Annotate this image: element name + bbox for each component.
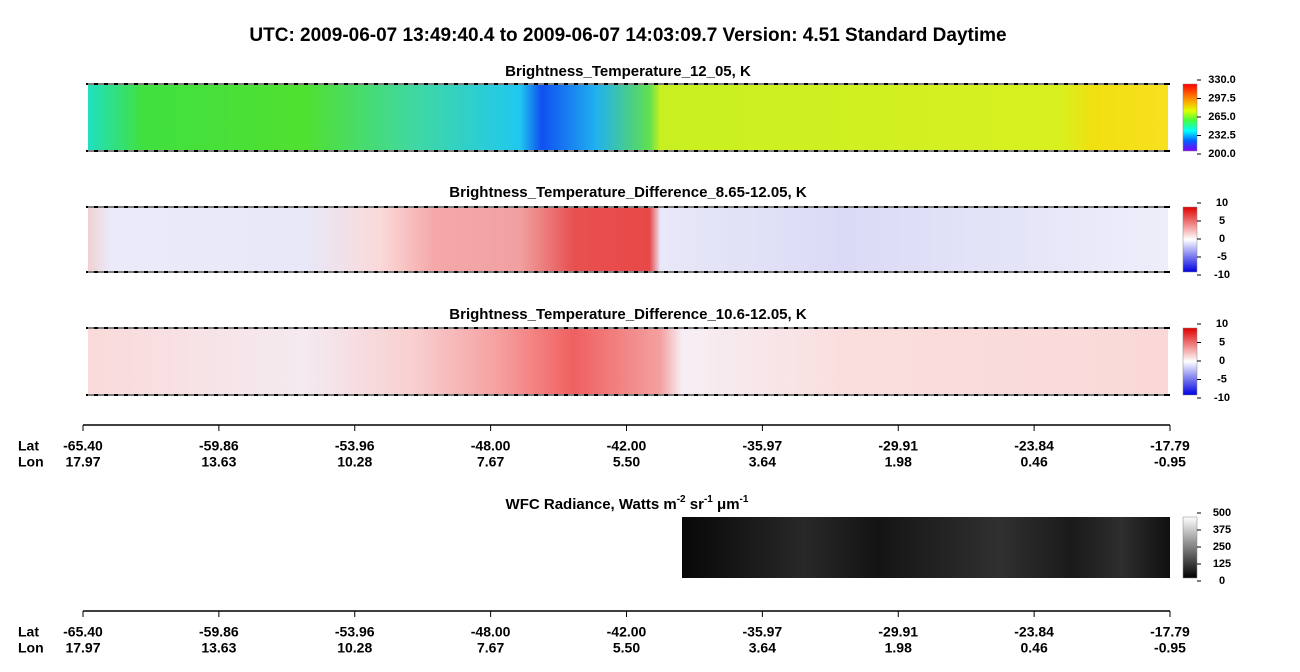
lat-tick-label: -35.97 bbox=[743, 438, 783, 454]
lat-tick-label: -35.97 bbox=[743, 624, 783, 640]
lon-label: Lon bbox=[18, 454, 44, 470]
lat-tick-label: -59.86 bbox=[199, 438, 239, 454]
lat-tick-label: -48.00 bbox=[471, 438, 511, 454]
lon-tick-label: 1.98 bbox=[885, 454, 912, 470]
lon-tick-label: 7.67 bbox=[477, 640, 504, 656]
lon-tick-label: 3.64 bbox=[749, 454, 776, 470]
lon-tick-label: 1.98 bbox=[885, 640, 912, 656]
lon-tick-label: 17.97 bbox=[65, 640, 100, 656]
title-part: μm bbox=[713, 496, 740, 513]
panel-title: Brightness_Temperature_Difference_8.65-1… bbox=[449, 184, 807, 201]
lon-tick-label: 13.63 bbox=[201, 454, 236, 470]
lat-label: Lat bbox=[18, 624, 39, 640]
lat-tick-label: -65.40 bbox=[63, 624, 103, 640]
lat-tick-label: -17.79 bbox=[1150, 438, 1190, 454]
lon-tick-label: 10.28 bbox=[337, 454, 372, 470]
title-part: -2 bbox=[677, 494, 686, 505]
image bbox=[88, 84, 1168, 151]
title-part: -1 bbox=[704, 494, 713, 505]
image bbox=[682, 517, 1170, 578]
colorbar bbox=[1182, 327, 1198, 396]
lon-tick-label: -0.95 bbox=[1154, 640, 1186, 656]
lat-tick-label: -65.40 bbox=[63, 438, 103, 454]
lat-label: Lat bbox=[18, 438, 39, 454]
lat-tick-label: -59.86 bbox=[199, 624, 239, 640]
lat-tick-label: -53.96 bbox=[335, 624, 375, 640]
colorbar-label: 10 bbox=[1216, 197, 1228, 209]
lat-tick-label: -53.96 bbox=[335, 438, 375, 454]
lat-tick-label: -17.79 bbox=[1150, 624, 1190, 640]
lat-tick-label: -42.00 bbox=[607, 438, 647, 454]
lon-tick-label: 3.64 bbox=[749, 640, 776, 656]
colorbar-label: 265.0 bbox=[1208, 111, 1236, 123]
lon-label: Lon bbox=[18, 640, 44, 656]
colorbar-label: 5 bbox=[1219, 215, 1225, 227]
panel-title: Brightness_Temperature_12_05, K bbox=[505, 63, 751, 80]
title: UTC: 2009-06-07 13:49:40.4 to 2009-06-07… bbox=[249, 25, 1006, 46]
colorbar-label: -5 bbox=[1217, 251, 1227, 263]
lat-tick-label: -23.84 bbox=[1014, 624, 1054, 640]
lat-tick-label: -48.00 bbox=[471, 624, 511, 640]
lon-tick-label: 5.50 bbox=[613, 640, 640, 656]
colorbar-label: 200.0 bbox=[1208, 148, 1236, 160]
title-part: -1 bbox=[740, 494, 749, 505]
colorbar-label: 232.5 bbox=[1208, 129, 1236, 141]
lon-tick-label: 5.50 bbox=[613, 454, 640, 470]
colorbar-label: 0 bbox=[1219, 575, 1225, 587]
colorbar-label: 5 bbox=[1219, 336, 1225, 348]
lon-tick-label: 0.46 bbox=[1021, 454, 1048, 470]
colorbar-label: 10 bbox=[1216, 318, 1228, 330]
colorbar-label: 125 bbox=[1213, 558, 1231, 570]
colorbar-label: -10 bbox=[1214, 392, 1230, 404]
lon-tick-label: 10.28 bbox=[337, 640, 372, 656]
image bbox=[88, 207, 1168, 272]
colorbar-label: 297.5 bbox=[1208, 92, 1236, 104]
colorbar-label: 330.0 bbox=[1208, 74, 1236, 86]
lon-tick-label: 0.46 bbox=[1021, 640, 1048, 656]
lon-tick-label: 7.67 bbox=[477, 454, 504, 470]
colorbar-label: 375 bbox=[1213, 524, 1231, 536]
lon-tick-label: -0.95 bbox=[1154, 454, 1186, 470]
colorbar-label: 0 bbox=[1219, 233, 1225, 245]
image bbox=[88, 328, 1168, 395]
lat-tick-label: -29.91 bbox=[878, 438, 918, 454]
colorbar-label: -10 bbox=[1214, 269, 1230, 281]
colorbar bbox=[1182, 83, 1198, 152]
colorbar-label: 250 bbox=[1213, 541, 1231, 553]
lat-tick-label: -23.84 bbox=[1014, 438, 1054, 454]
colorbar-label: -5 bbox=[1217, 373, 1227, 385]
lat-tick-label: -42.00 bbox=[607, 624, 647, 640]
colorbar-label: 500 bbox=[1213, 507, 1231, 519]
lon-tick-label: 17.97 bbox=[65, 454, 100, 470]
lat-tick-label: -29.91 bbox=[878, 624, 918, 640]
lon-tick-label: 13.63 bbox=[201, 640, 236, 656]
colorbar bbox=[1182, 516, 1198, 579]
title-part: WFC Radiance, Watts m bbox=[506, 496, 677, 513]
colorbar bbox=[1182, 206, 1198, 273]
colorbar-label: 0 bbox=[1219, 355, 1225, 367]
title-part: sr bbox=[686, 496, 705, 513]
panel-title: Brightness_Temperature_Difference_10.6-1… bbox=[449, 306, 807, 323]
panel-title: WFC Radiance, Watts m-2 sr-1 μm-1 bbox=[506, 494, 749, 513]
